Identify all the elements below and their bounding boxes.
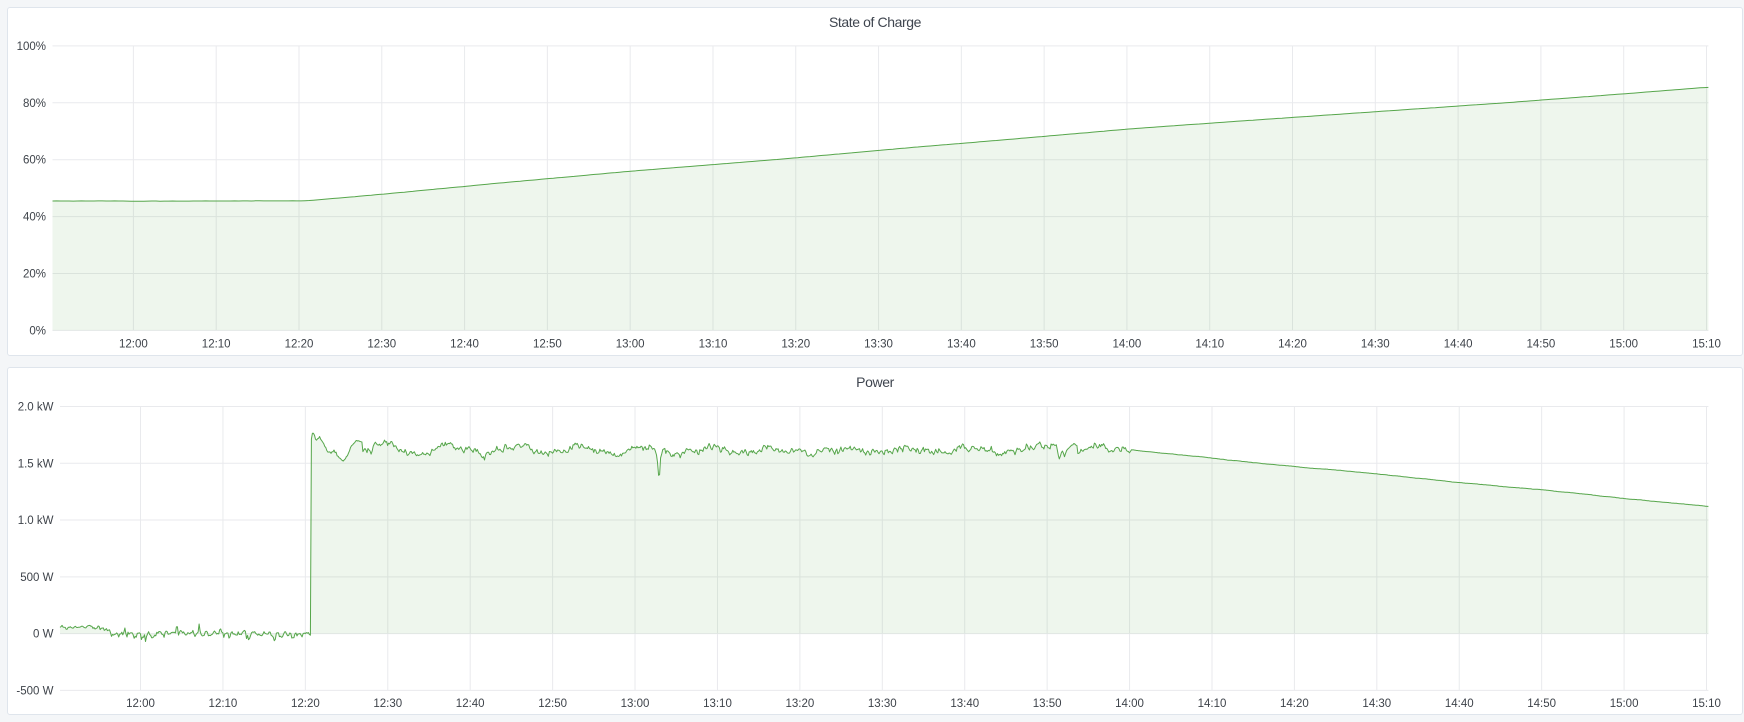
svg-text:13:00: 13:00 <box>621 698 650 710</box>
svg-text:14:20: 14:20 <box>1278 339 1307 351</box>
svg-text:500 W: 500 W <box>20 572 53 584</box>
svg-text:12:20: 12:20 <box>285 339 314 351</box>
svg-text:14:40: 14:40 <box>1444 339 1473 351</box>
svg-text:14:00: 14:00 <box>1113 339 1142 351</box>
svg-text:12:00: 12:00 <box>126 698 155 710</box>
svg-text:2.0 kW: 2.0 kW <box>18 402 54 414</box>
svg-text:0 W: 0 W <box>33 629 54 641</box>
svg-text:13:50: 13:50 <box>1030 339 1059 351</box>
svg-text:14:30: 14:30 <box>1361 339 1390 351</box>
svg-text:13:10: 13:10 <box>703 698 732 710</box>
svg-text:12:50: 12:50 <box>533 339 562 351</box>
svg-text:12:00: 12:00 <box>119 339 148 351</box>
svg-text:15:00: 15:00 <box>1610 698 1639 710</box>
svg-text:14:30: 14:30 <box>1362 698 1391 710</box>
svg-text:80%: 80% <box>23 98 46 110</box>
svg-text:12:40: 12:40 <box>450 339 479 351</box>
svg-text:14:10: 14:10 <box>1195 339 1224 351</box>
svg-text:14:10: 14:10 <box>1198 698 1227 710</box>
svg-text:13:10: 13:10 <box>699 339 728 351</box>
svg-text:20%: 20% <box>23 269 46 281</box>
svg-text:1.5 kW: 1.5 kW <box>18 458 54 470</box>
svg-text:15:10: 15:10 <box>1692 339 1721 351</box>
svg-text:100%: 100% <box>17 41 46 53</box>
svg-text:12:50: 12:50 <box>538 698 567 710</box>
svg-text:15:10: 15:10 <box>1692 698 1721 710</box>
svg-text:15:00: 15:00 <box>1609 339 1638 351</box>
svg-text:13:30: 13:30 <box>864 339 893 351</box>
svg-text:14:00: 14:00 <box>1115 698 1144 710</box>
svg-text:12:20: 12:20 <box>291 698 320 710</box>
svg-text:13:40: 13:40 <box>947 339 976 351</box>
svg-text:60%: 60% <box>23 155 46 167</box>
svg-text:13:20: 13:20 <box>785 698 814 710</box>
svg-text:12:10: 12:10 <box>202 339 231 351</box>
svg-text:40%: 40% <box>23 212 46 224</box>
svg-text:14:50: 14:50 <box>1527 698 1556 710</box>
svg-text:13:30: 13:30 <box>868 698 897 710</box>
svg-text:12:30: 12:30 <box>367 339 396 351</box>
svg-text:14:40: 14:40 <box>1445 698 1474 710</box>
svg-text:13:50: 13:50 <box>1033 698 1062 710</box>
svg-text:13:00: 13:00 <box>616 339 645 351</box>
svg-text:12:40: 12:40 <box>456 698 485 710</box>
svg-text:14:20: 14:20 <box>1280 698 1309 710</box>
svg-text:13:20: 13:20 <box>781 339 810 351</box>
svg-text:12:30: 12:30 <box>373 698 402 710</box>
svg-text:1.0 kW: 1.0 kW <box>18 515 54 527</box>
svg-text:13:40: 13:40 <box>950 698 979 710</box>
svg-text:0%: 0% <box>29 325 46 337</box>
svg-text:14:50: 14:50 <box>1527 339 1556 351</box>
svg-text:12:10: 12:10 <box>209 698 238 710</box>
svg-text:-500 W: -500 W <box>16 685 53 697</box>
